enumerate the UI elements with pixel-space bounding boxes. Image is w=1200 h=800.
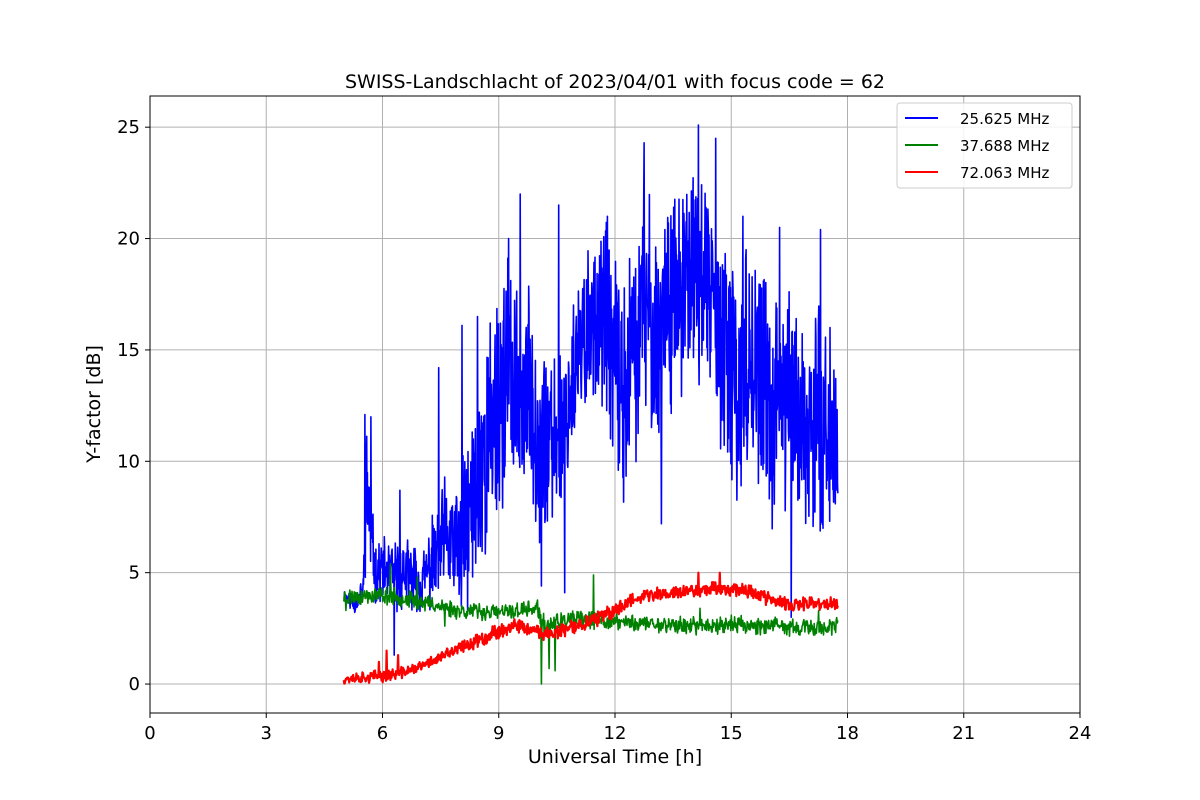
series-line-3 bbox=[342, 571, 839, 685]
x-tick-label: 9 bbox=[493, 723, 504, 744]
legend-label-37mhz: 37.688 MHz bbox=[960, 137, 1049, 155]
y-axis: 0 5 10 15 20 25 bbox=[117, 117, 150, 695]
y-tick-label: 5 bbox=[129, 563, 140, 584]
x-tick-label: 0 bbox=[144, 723, 155, 744]
plot-area bbox=[342, 124, 839, 685]
legend-box bbox=[896, 102, 1073, 189]
y-tick-label: 25 bbox=[117, 117, 140, 138]
y-tick-label: 20 bbox=[117, 229, 140, 250]
x-tick-label: 6 bbox=[377, 723, 388, 744]
x-tick-label: 3 bbox=[261, 723, 272, 744]
x-tick-label: 18 bbox=[836, 723, 859, 744]
x-tick-label: 21 bbox=[952, 723, 975, 744]
series-line-1 bbox=[343, 124, 839, 656]
legend: 25.625 MHz 37.688 MHz 72.063 MHz bbox=[896, 102, 1073, 189]
legend-label-25mhz: 25.625 MHz bbox=[960, 110, 1049, 128]
chart-title: SWISS-Landschlacht of 2023/04/01 with fo… bbox=[345, 71, 885, 93]
x-axis: 0 3 6 9 12 15 18 21 24 bbox=[144, 713, 1091, 744]
x-tick-label: 24 bbox=[1069, 723, 1092, 744]
x-axis-label: Universal Time [h] bbox=[528, 746, 702, 768]
y-tick-label: 0 bbox=[129, 674, 140, 695]
y-axis-label: Y-factor [dB] bbox=[83, 345, 105, 464]
x-tick-label: 15 bbox=[720, 723, 743, 744]
y-tick-label: 15 bbox=[117, 340, 140, 361]
y-tick-label: 10 bbox=[117, 451, 140, 472]
x-tick-label: 12 bbox=[604, 723, 627, 744]
legend-label-72mhz: 72.063 MHz bbox=[960, 164, 1049, 182]
